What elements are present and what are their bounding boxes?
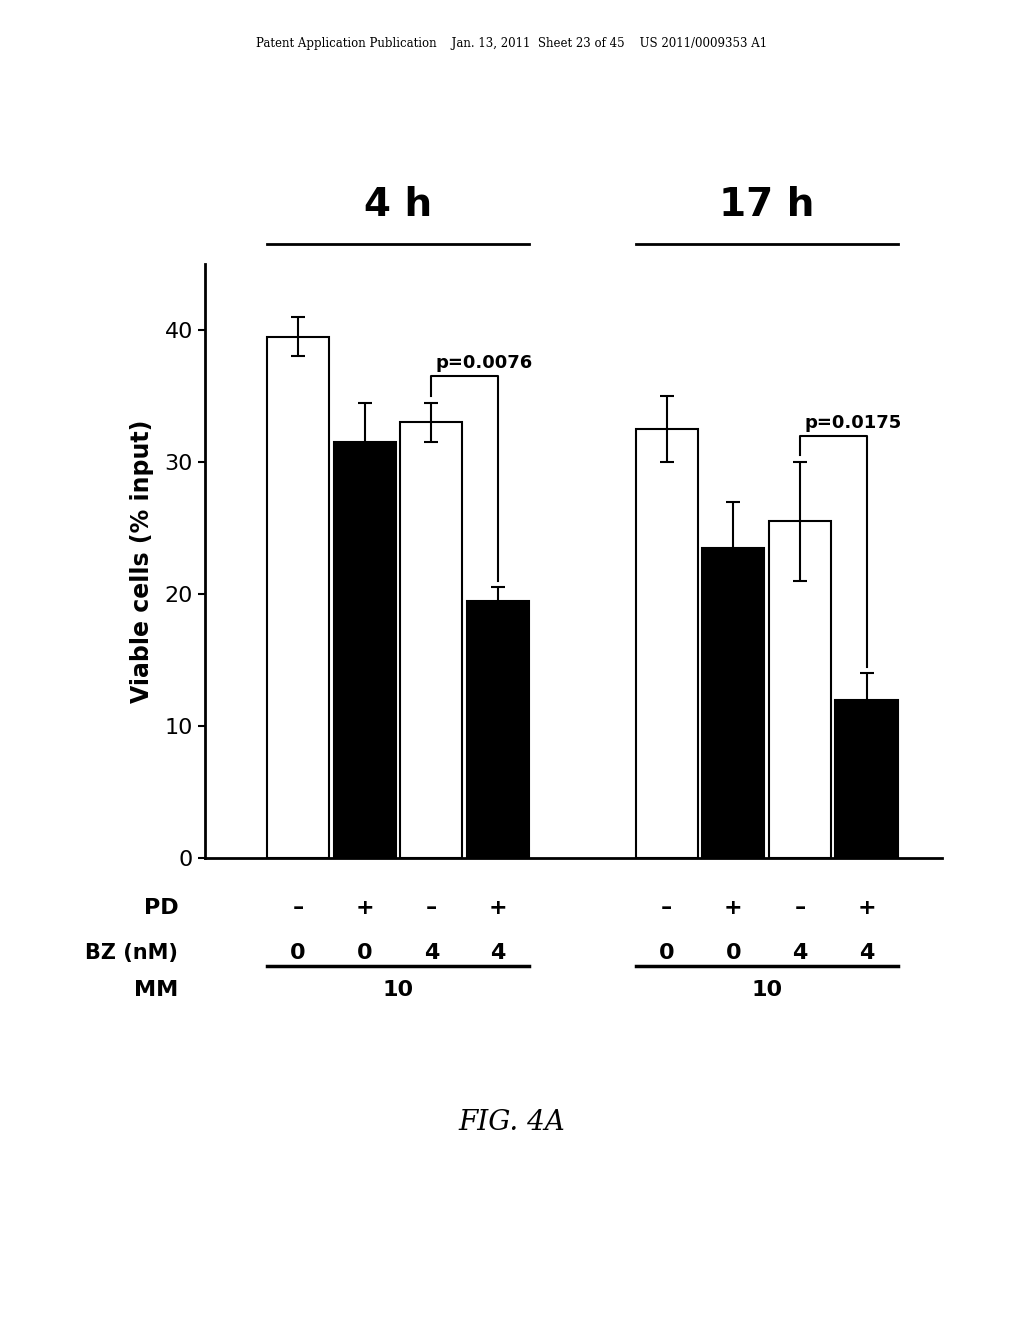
Text: 0: 0 — [726, 942, 741, 964]
Text: 10: 10 — [382, 979, 414, 1001]
Text: +: + — [355, 898, 374, 919]
Text: 4: 4 — [490, 942, 506, 964]
Bar — [334, 442, 396, 858]
Text: MM: MM — [134, 979, 178, 1001]
Text: p=0.0175: p=0.0175 — [805, 413, 902, 432]
Bar — [467, 601, 529, 858]
Text: FIG. 4A: FIG. 4A — [459, 1109, 565, 1135]
Text: 4: 4 — [793, 942, 808, 964]
Text: p=0.0076: p=0.0076 — [436, 354, 534, 372]
Y-axis label: Viable cells (% input): Viable cells (% input) — [129, 420, 154, 702]
Text: 4: 4 — [859, 942, 874, 964]
Text: 0: 0 — [290, 942, 306, 964]
Text: 10: 10 — [751, 979, 782, 1001]
Text: –: – — [293, 898, 304, 919]
Text: 0: 0 — [658, 942, 675, 964]
Text: Patent Application Publication    Jan. 13, 2011  Sheet 23 of 45    US 2011/00093: Patent Application Publication Jan. 13, … — [256, 37, 768, 50]
Text: +: + — [488, 898, 507, 919]
Text: 4 h: 4 h — [364, 186, 432, 224]
Text: –: – — [426, 898, 437, 919]
Text: +: + — [724, 898, 742, 919]
Bar — [769, 521, 831, 858]
Text: PD: PD — [143, 898, 178, 919]
Text: –: – — [795, 898, 806, 919]
Text: 0: 0 — [357, 942, 373, 964]
Text: BZ (nM): BZ (nM) — [85, 942, 178, 964]
Text: +: + — [857, 898, 876, 919]
Bar — [702, 548, 765, 858]
Text: 4: 4 — [424, 942, 439, 964]
Text: 17 h: 17 h — [719, 186, 814, 224]
Bar — [400, 422, 463, 858]
Bar — [836, 700, 898, 858]
Bar — [636, 429, 697, 858]
Bar — [267, 337, 329, 858]
Text: –: – — [662, 898, 673, 919]
